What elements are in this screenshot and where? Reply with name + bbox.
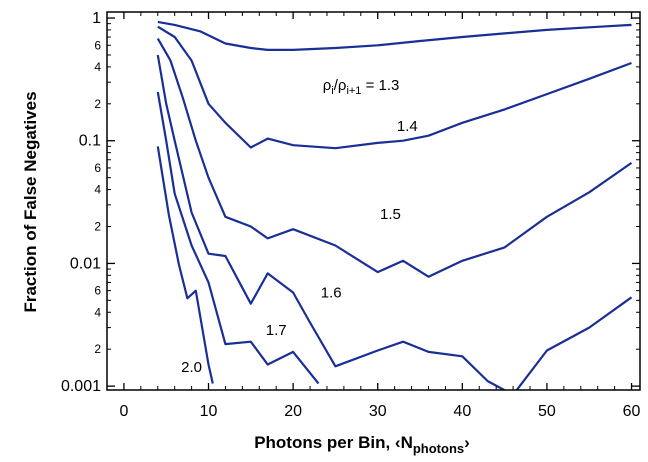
x-axis-title: Photons per Bin, ‹Nphotons› [254,433,470,456]
y-tick-label: 1 [92,10,101,27]
curve-label-1-7: 1.7 [266,322,287,339]
y-tick-label: 0.001 [61,378,101,395]
series-line-2 [156,38,633,278]
x-tick-label: 60 [623,403,641,420]
x-tick-label: 20 [284,403,302,420]
series-line-0 [157,20,632,51]
plot-frame [106,11,641,391]
y-minor-tick-label: 6 [94,161,101,175]
y-tick-label: 0.01 [70,255,101,272]
curve-label-1-6: 1.6 [321,284,342,301]
x-tick-label: 10 [200,403,218,420]
y-tick-label: 0.1 [79,133,101,150]
y-minor-tick-label: 2 [94,342,101,356]
curve-label-1-5: 1.5 [380,206,401,223]
curve-label-1-4: 1.4 [397,118,418,135]
y-minor-tick-label: 4 [94,305,101,319]
x-tick-label: 0 [119,403,128,420]
curve-label-1-3: ρi/ρi+1 = 1.3 [323,77,400,97]
curves-group [156,20,633,390]
y-minor-tick-label: 2 [94,97,101,111]
series-line-3 [156,54,633,390]
curve-label-2-0: 2.0 [181,359,202,376]
x-tick-label: 30 [369,403,387,420]
x-tick-label: 50 [538,403,556,420]
series-line-1 [157,25,632,150]
x-tick-label: 40 [453,403,471,420]
y-minor-tick-label: 2 [94,219,101,233]
y-minor-tick-label: 6 [94,38,101,52]
y-minor-tick-label: 4 [94,60,101,74]
ticks-group: 0 10 20 30 40 50 60 0.001 0.01 0.1 1 2 4 6 2 4 6 2 4 6 [61,10,641,420]
series-line-5 [156,146,214,384]
series-line-4 [156,91,320,385]
y-minor-tick-label: 6 [94,284,101,298]
y-axis-title: Fraction of False Negatives [21,91,40,312]
y-minor-tick-label: 4 [94,183,101,197]
